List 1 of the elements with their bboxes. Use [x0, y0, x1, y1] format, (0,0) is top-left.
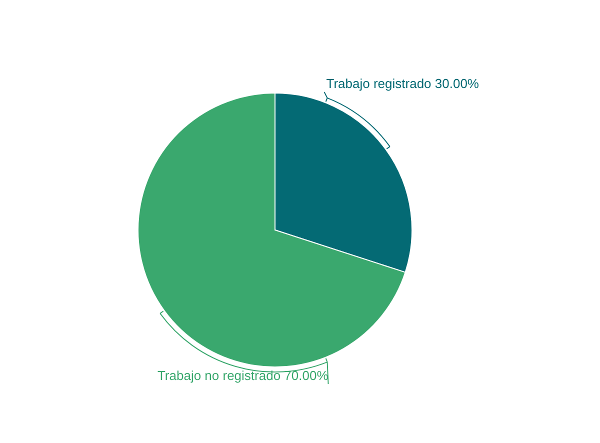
slice-label: Trabajo registrado 30.00% — [326, 76, 480, 91]
